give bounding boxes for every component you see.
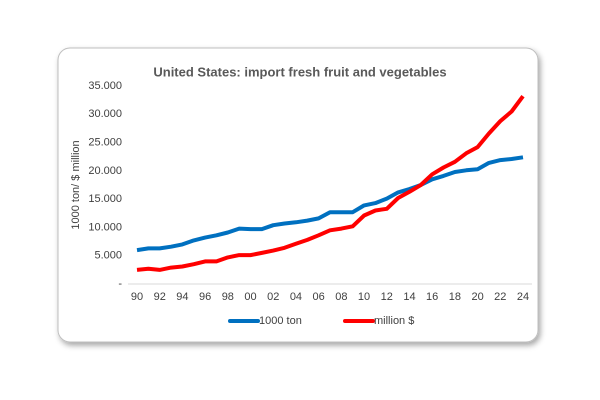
- y-tick-label: 25.000: [88, 136, 122, 148]
- series-line: [136, 95, 525, 272]
- x-tick-label: 22: [494, 291, 506, 303]
- y-axis-label: 1000 ton/ $ million: [70, 140, 82, 229]
- legend-label: 1000 ton: [259, 315, 302, 327]
- y-tick-label: 10.000: [88, 221, 122, 233]
- x-tick-label: 94: [176, 291, 188, 303]
- y-tick-label: 35.000: [88, 80, 122, 92]
- x-tick-label: 20: [471, 291, 483, 303]
- y-tick-label: 30.000: [88, 108, 122, 120]
- x-tick-label: 98: [222, 291, 234, 303]
- y-tick-label: 20.000: [88, 165, 122, 177]
- x-tick-label: 16: [426, 291, 438, 303]
- x-tick-label: 18: [449, 291, 461, 303]
- x-tick-label: 14: [403, 291, 415, 303]
- x-tick-label: 06: [313, 291, 325, 303]
- y-tick-label: -: [118, 278, 122, 290]
- x-tick-label: 04: [290, 291, 302, 303]
- x-tick-label: 96: [199, 291, 211, 303]
- x-tick-label: 90: [131, 291, 143, 303]
- legend-label: million $: [374, 315, 414, 327]
- x-tick-label: 08: [335, 291, 347, 303]
- x-tick-label: 10: [358, 291, 370, 303]
- x-tick-label: 02: [267, 291, 279, 303]
- x-tick-label: 92: [154, 291, 166, 303]
- y-tick-label: 15.000: [88, 193, 122, 205]
- series-line: [136, 155, 524, 253]
- x-tick-label: 24: [517, 291, 529, 303]
- x-tick-label: 00: [244, 291, 256, 303]
- y-tick-label: 5.000: [94, 250, 122, 262]
- chart-title: United States: import fresh fruit and ve…: [153, 64, 446, 79]
- x-tick-label: 12: [381, 291, 393, 303]
